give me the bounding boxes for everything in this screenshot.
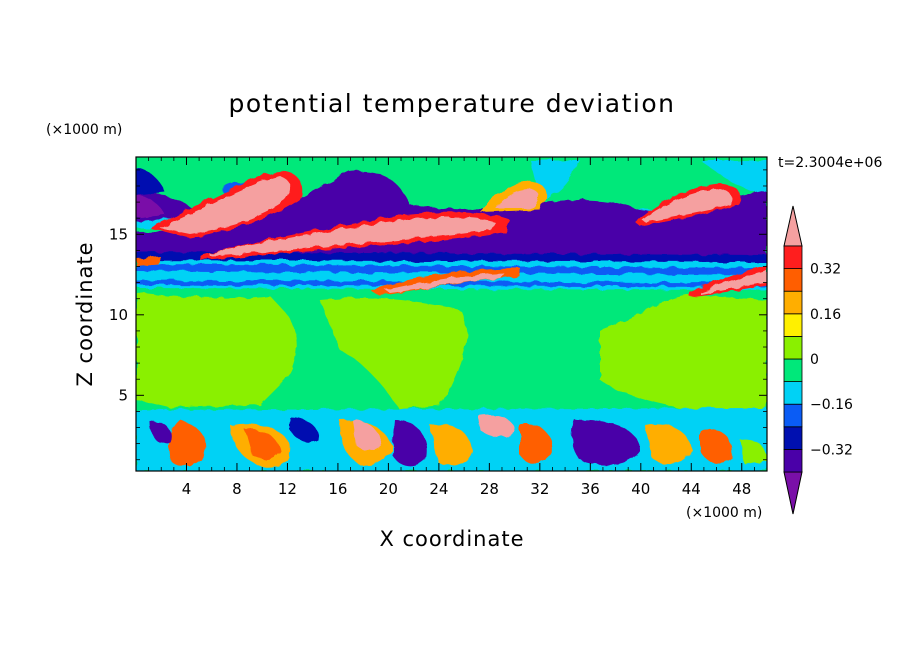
colorbar-segment bbox=[783, 403, 803, 428]
x-tick-label: 28 bbox=[480, 480, 499, 498]
colorbar-label: 0.16 bbox=[810, 307, 841, 323]
y-axis: 5 10 15 bbox=[109, 169, 767, 461]
x-tick-label: 32 bbox=[530, 480, 549, 498]
colorbar-segment bbox=[783, 245, 803, 270]
x-tick-label: 4 bbox=[182, 480, 192, 498]
colorbar-extend-bottom bbox=[783, 471, 803, 515]
x-axis-title: X coordinate bbox=[379, 527, 524, 551]
y-tick-label: 5 bbox=[118, 386, 128, 404]
x-tick-label: 44 bbox=[682, 480, 701, 498]
colorbar-segment bbox=[783, 335, 803, 360]
x-tick-label: 8 bbox=[232, 480, 242, 498]
colorbar: 0.32 0.16 0 −0.16 −0.32 bbox=[783, 205, 853, 515]
colorbar-label: 0 bbox=[810, 352, 819, 368]
x-tick-label: 16 bbox=[328, 480, 347, 498]
y-tick-label: 10 bbox=[109, 306, 128, 324]
x-tick-label: 12 bbox=[278, 480, 297, 498]
colorbar-segment bbox=[783, 313, 803, 337]
colorbar-segment bbox=[783, 426, 803, 450]
x-tick-label: 20 bbox=[379, 480, 398, 498]
x-tick-label: 48 bbox=[732, 480, 751, 498]
colorbar-segment bbox=[783, 358, 803, 383]
chart-title: potential temperature deviation bbox=[229, 89, 676, 118]
heatmap-field bbox=[136, 157, 767, 471]
x-axis: 4 8 12 16 20 24 28 32 36 40 44 48 bbox=[148, 157, 755, 498]
colorbar-segment bbox=[783, 381, 803, 405]
time-label: t=2.3004e+06 bbox=[778, 155, 882, 171]
x-tick-label: 36 bbox=[581, 480, 600, 498]
colorbar-segment bbox=[783, 448, 803, 473]
colorbar-segment bbox=[783, 268, 803, 292]
colorbar-label: 0.32 bbox=[810, 262, 841, 278]
y-tick-label: 15 bbox=[109, 225, 128, 243]
x-axis-unit: (×1000 m) bbox=[686, 505, 762, 521]
x-tick-label: 40 bbox=[631, 480, 650, 498]
colorbar-label: −0.16 bbox=[810, 397, 853, 413]
y-axis-title: Z coordinate bbox=[73, 241, 97, 386]
colorbar-label: −0.32 bbox=[810, 442, 853, 458]
colorbar-extend-top bbox=[783, 205, 803, 247]
colorbar-segment bbox=[783, 290, 803, 315]
y-axis-unit: (×1000 m) bbox=[46, 122, 122, 138]
x-tick-label: 24 bbox=[429, 480, 448, 498]
